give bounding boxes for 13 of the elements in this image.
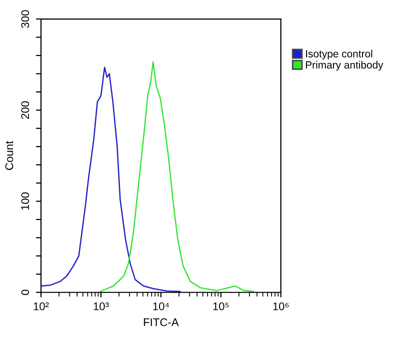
x-tick-label: 10³ bbox=[94, 302, 109, 310]
y-tick-label: 300 bbox=[21, 10, 30, 28]
y-axis-title: Count bbox=[5, 140, 14, 170]
x-axis-title: FITC-A bbox=[144, 318, 179, 326]
legend-label: Primary antibody bbox=[306, 60, 384, 71]
x-tick-label: 10² bbox=[34, 302, 49, 310]
legend-label: Isotype control bbox=[306, 50, 372, 60]
y-tick-label: 200 bbox=[21, 101, 30, 119]
x-tick-label: 10⁵ bbox=[213, 302, 229, 310]
y-tick-label: 0 bbox=[21, 290, 30, 296]
x-tick-label: 10⁶ bbox=[273, 302, 289, 310]
y-tick-label: 100 bbox=[21, 192, 30, 210]
x-tick-label: 10⁴ bbox=[153, 302, 169, 310]
